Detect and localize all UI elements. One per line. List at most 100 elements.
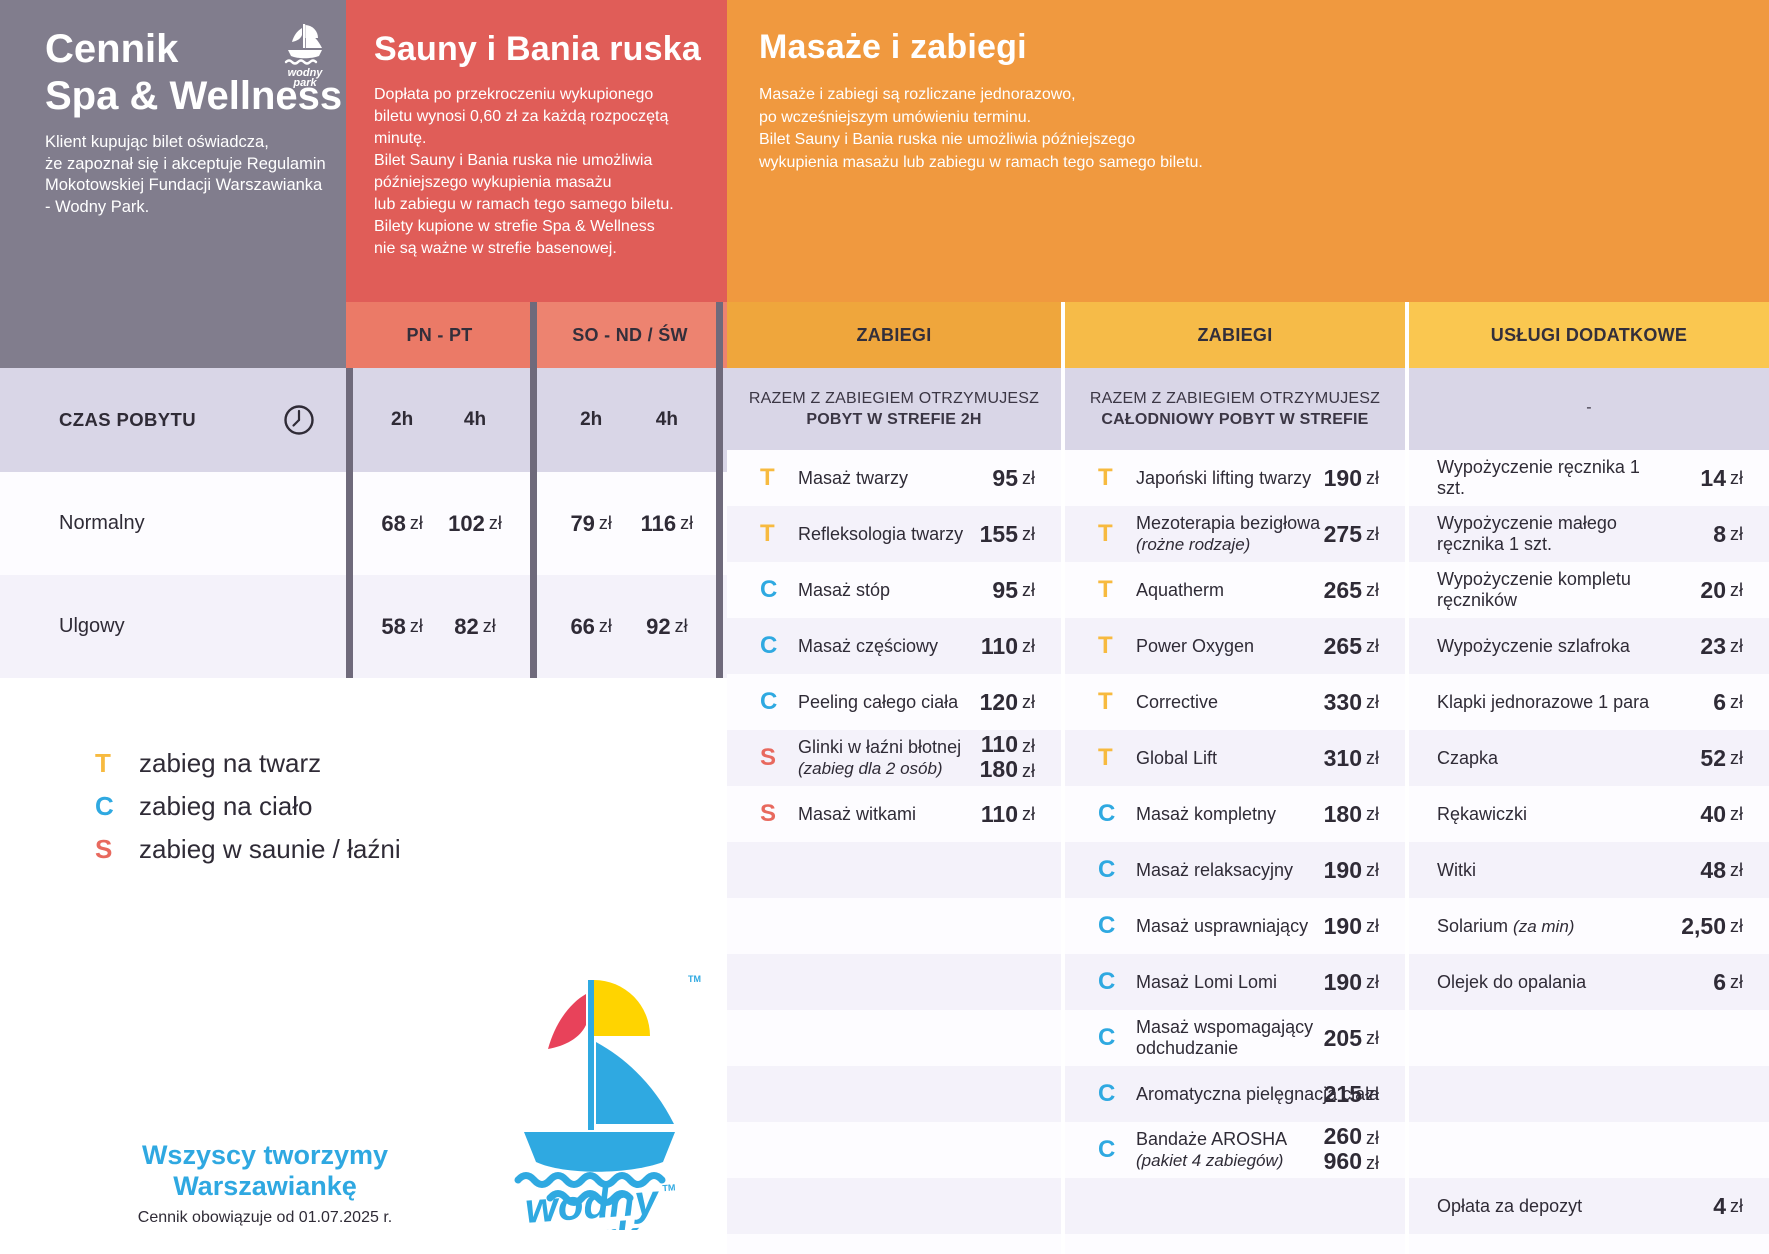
sauna-title: Sauny i Bania ruska [374,30,701,68]
stay-table-header: CZAS POBYTU [0,368,346,472]
zabiegi-day-list: T Japoński lifting twarzy 190 zł T Mezote… [1065,450,1405,1254]
duration-4h: 4h [463,409,487,430]
list-item: Czapka 52 zł [1409,730,1769,786]
item-price: 180 zł [1323,800,1379,827]
price-cell: 66 zł [570,613,612,639]
list-item: S Masaż witkami 110 zł [727,786,1061,842]
legend-item: S zabieg w saunie / łaźni [95,834,401,864]
item-price: 6 zł [1713,968,1743,995]
list-item: Wypożyczenie kompletu ręczników 20 zł [1409,562,1769,618]
list-item: T Aquatherm 265 zł [1065,562,1405,618]
face-treatment-badge: T [1098,744,1113,771]
body-treatment-badge: C [1098,968,1116,995]
body-treatment-badge: C [1098,912,1116,939]
item-price: 20 zł [1700,576,1743,603]
body-treatment-badge: C [760,576,778,603]
list-item: Klapki jednorazowe 1 para 6 zł [1409,674,1769,730]
list-item: T Refleksologia twarzy 155 zł [727,506,1061,562]
list-item: C Bandaże AROSHA (pakiet 4 zabiegów) 260 z… [1065,1122,1405,1178]
svg-text:TM: TM [662,1182,676,1193]
page-title-line1: Cennik [45,27,179,71]
column-header-zabiegi-1: ZABIEGI [727,302,1061,368]
table-row-ulgowy: Ulgowy 58 zł 82 zł 66 zł 92 zł [0,575,727,678]
item-price: 190 zł [1323,912,1379,939]
legend-item: C zabieg na ciało [95,791,313,821]
list-item: Wypożyczenie szlafroka 23 zł [1409,618,1769,674]
footer: Wszyscy tworzymy Warszawiankę Cennik obo… [55,1140,475,1227]
list-item: Rękawiczki 40 zł [1409,786,1769,842]
item-price: 52 zł [1700,744,1743,771]
column-header-zabiegi-2: ZABIEGI [1065,302,1405,368]
validity-date: Cennik obowiązuje od 01.07.2025 r. [137,1209,393,1226]
item-price: 120 zł [979,688,1035,715]
page-title: Cennik Spa & Wellness [45,26,342,120]
spa-wellness-panel: Cennik Spa & Wellness Klient kupując bil… [0,0,346,368]
treatment-legend: T zabieg na twarz C zabieg na ciało S za… [62,742,401,871]
list-item: Witki 48 zł [1409,842,1769,898]
list-item: T Corrective 330 zł [1065,674,1405,730]
item-price: 155 zł [979,520,1035,547]
sauna-treatment-badge: S [95,834,113,864]
price-cell: 58 zł [381,613,423,639]
table-row-normalny: Normalny 68 zł 102 zł 79 zł 116 zł [0,472,727,575]
item-price: 260 zł 960 zł [1323,1123,1379,1174]
item-price: 310 zł [1323,744,1379,771]
item-price: 23 zł [1700,632,1743,659]
price-cell: 102 zł [448,510,502,536]
body-treatment-badge: C [1098,1024,1116,1051]
list-item: Wypożyczenie małego ręcznika 1 szt. 8 zł [1409,506,1769,562]
list-item: C Masaż kompletny 180 zł [1065,786,1405,842]
list-item: Olejek do opalania 6 zł [1409,954,1769,1010]
subheader-zabiegi-2h: RAZEM Z ZABIEGIEM OTRZYMUJESZ POBYT W ST… [727,368,1061,450]
list-item: T Global Lift 310 zł [1065,730,1405,786]
page-title-line2: Spa & Wellness [45,74,343,118]
list-item: C Masaż częściowy 110 zł [727,618,1061,674]
wodny-park-mini-logo-icon: wodny park [284,24,323,88]
face-treatment-badge: T [1098,576,1113,603]
face-treatment-badge: T [760,464,775,491]
item-price: 40 zł [1700,800,1743,827]
ticket-type-label: Normalny [59,512,145,534]
item-price: 275 zł [1323,520,1379,547]
item-price: 265 zł [1323,576,1379,603]
column-header-uslugi: USŁUGI DODATKOWE [1409,302,1769,368]
price-cell: 79 zł [570,510,612,536]
list-item: Solarium (za min) 2,50 zł [1409,898,1769,954]
trademark-symbol: TM [688,974,701,984]
wodny-park-logo-icon: TM wodny park TM [514,974,701,1230]
face-treatment-badge: T [1098,632,1113,659]
item-price: 205 zł [1323,1024,1379,1051]
svg-text:park: park [547,1212,642,1230]
column-header-pn-pt: PN - PT [346,302,533,368]
face-treatment-badge: T [1098,520,1113,547]
list-item: T Masaż twarzy 95 zł [727,450,1061,506]
body-treatment-badge: C [1098,800,1116,827]
list-item: T Japoński lifting twarzy 190 zł [1065,450,1405,506]
zabiegi-2h-list: T Masaż twarzy 95 zł T Refleksologia twar… [727,450,1061,1254]
table-divider [530,302,537,678]
item-price: 110 zł [980,800,1035,827]
disclaimer-text: Klient kupując bilet oświadcza, że zapoz… [45,133,326,216]
list-item: T Mezoterapia bezigłowa (rożne rodzaje) 2… [1065,506,1405,562]
item-price: 190 zł [1323,968,1379,995]
duration-4h: 4h [655,409,678,430]
item-price: 110 zł [980,632,1035,659]
sauna-treatment-badge: S [760,744,777,771]
price-cell: 68 zł [381,510,423,536]
item-price: 95 zł [992,464,1035,491]
body-treatment-badge: C [1098,856,1116,883]
face-treatment-badge: T [95,748,111,778]
uslugi-dodatkowe-list: Wypożyczenie ręcznika 1 szt. 14 zł Wypoży… [1409,450,1769,1254]
item-price: 215 zł [1323,1080,1379,1107]
body-treatment-badge: C [1098,1136,1116,1163]
sauna-treatment-badge: S [760,800,777,827]
item-price: 4 zł [1713,1192,1743,1219]
sauna-panel: Sauny i Bania ruska Dopłata po przekrocz… [346,0,727,302]
list-item: C Aromatyczna pielęgnacja ciała 215 zł [1065,1066,1405,1122]
item-price: 265 zł [1323,632,1379,659]
item-price: 8 zł [1713,520,1743,547]
face-treatment-badge: T [1098,464,1113,491]
table-divider [346,368,353,678]
stay-table-subheader-so: 2h 4h [533,368,727,472]
face-treatment-badge: T [1098,688,1113,715]
